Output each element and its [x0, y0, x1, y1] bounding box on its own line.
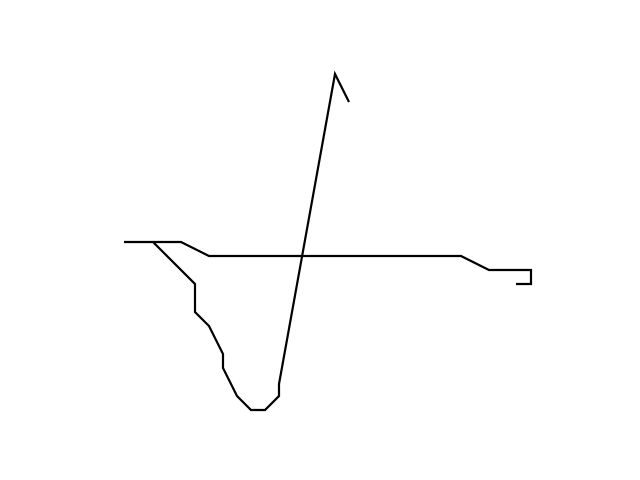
- sketch-stroke: [124, 70, 533, 412]
